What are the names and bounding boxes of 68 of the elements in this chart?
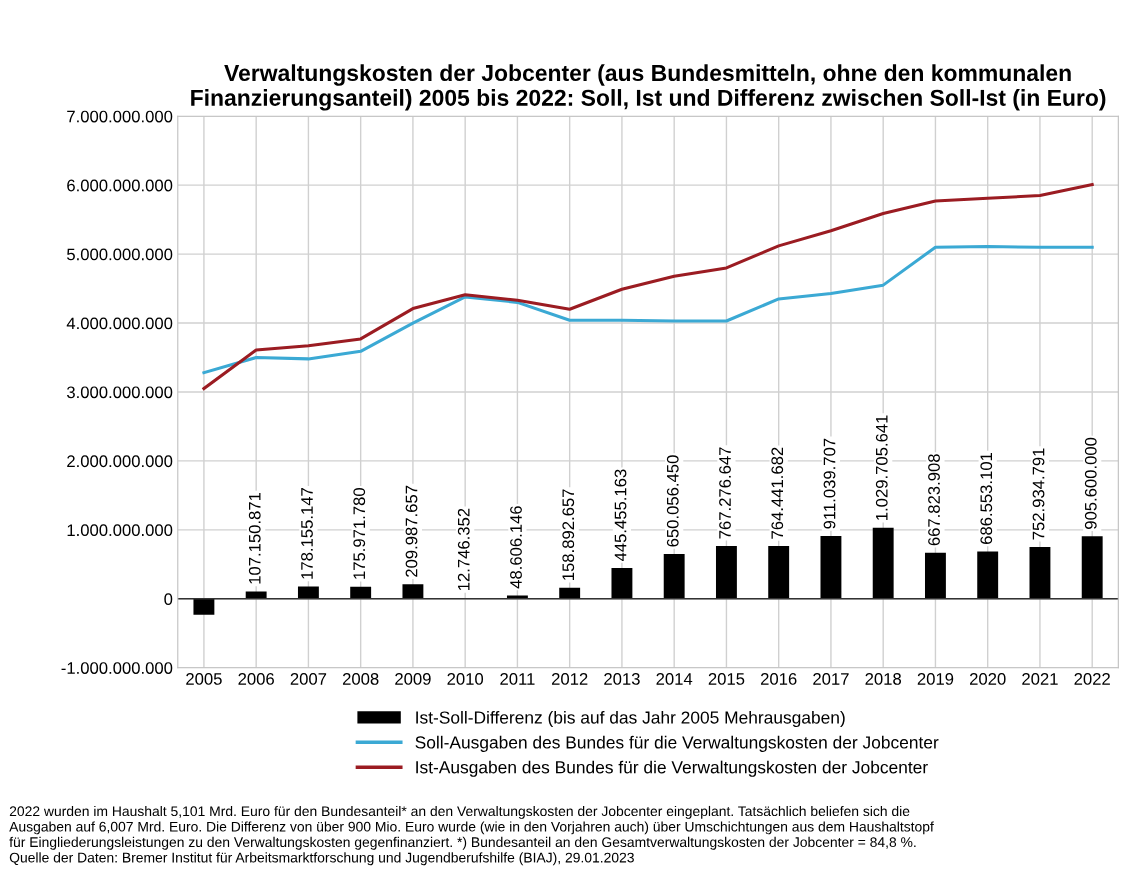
y-tick-label: 3.000.000.000	[66, 386, 173, 399]
x-tick-label: 2013	[604, 673, 640, 685]
bar	[820, 536, 842, 599]
bar	[872, 527, 894, 599]
text: 2022 wurden im Haushalt 5,101 Mrd. Euro für den Bundesanteil* an den Verwaltungskosten der Jobcenter eingeplant. Tatsächlich beliefen sich die Ausgaben auf 6,007 Mrd. Euro. Die Differenz von über 900 Mio. Euro wurde (wie in den Vorjahren auch) über Umschichtungen aus dem Haushaltstopf für Eingliederungsleistungen zu den Verwaltungskosten gegenfinanziert. *) Bundesanteil an den Gesamtverwaltungskosten der Jobcenter = 84,8 %. Quelle der Daten: Bremer Institut für Arbeitsmarktforschung und Jugendberufshilfe (BIAJ), 29.01.2023	[9, 805, 934, 866]
data-label: 650.056.450	[666, 455, 679, 547]
y-tick-label: -1.000.000.000	[61, 662, 173, 674]
bar	[977, 551, 999, 599]
x-tick-label: 2009	[395, 673, 431, 685]
data-label: 178.155.147	[301, 488, 313, 579]
bar	[768, 546, 790, 599]
legend-label: Ist-Ausgaben des Bundes für die Verwaltungskosten der Jobcenter	[416, 760, 928, 777]
bar	[297, 586, 319, 599]
legend-label: Ist-Soll-Differenz (bis auf das Jahr 2005 Mehrausgaben)	[416, 710, 845, 728]
bar	[506, 595, 528, 599]
data-label: 764.441.682	[771, 447, 784, 539]
x-tick-label: 2016	[760, 673, 797, 685]
bar	[559, 587, 581, 599]
x-tick-label: 2006	[238, 673, 274, 685]
bar	[924, 552, 946, 599]
x-tick-label: 2011	[500, 673, 535, 685]
bar	[350, 586, 372, 599]
data-label: 107.150.871	[248, 492, 261, 584]
y-tick-label: 2.000.000.000	[67, 455, 173, 468]
data-label: 905.600.000	[1084, 437, 1097, 529]
data-label: 48.606.146	[510, 506, 522, 589]
data-label: 445.455.163	[614, 469, 627, 562]
x-tick-label: 2020	[970, 673, 1006, 685]
x-tick-label: 2014	[656, 673, 693, 685]
data-label: 686.553.101	[980, 452, 993, 545]
x-tick-label: 2008	[342, 673, 379, 685]
bar	[193, 598, 215, 615]
bar	[402, 584, 424, 599]
y-tick-label: 7.000.000.000	[67, 110, 173, 123]
x-tick-label: 2005	[186, 673, 222, 685]
data-label: 752.934.791	[1032, 448, 1045, 540]
legend-label: Soll-Ausgaben des Bundes für die Verwaltungskosten der Jobcenter	[415, 735, 939, 752]
x-tick-label: 2018	[865, 673, 902, 685]
data-label: 1.029.705.641	[875, 415, 888, 520]
data-label: 209.987.657	[405, 485, 418, 577]
data-label: 12.746.352	[457, 508, 470, 591]
x-tick-label: 2012	[551, 673, 588, 685]
x-tick-label: 2010	[447, 673, 484, 685]
x-tick-label: 2019	[917, 673, 954, 685]
data-label: 158.892.657	[562, 489, 575, 580]
bar	[245, 591, 267, 599]
data-label: 767.276.647	[719, 447, 731, 539]
x-tick-label: 2015	[708, 673, 745, 685]
x-tick-label: 2017	[813, 673, 849, 685]
x-tick-label: 2007	[290, 673, 327, 685]
data-label: 667.823.908	[928, 454, 940, 546]
line-series	[202, 245, 1094, 375]
bar	[1081, 536, 1103, 599]
y-tick-label: 0	[164, 593, 173, 605]
data-label: 175.971.780	[353, 488, 366, 579]
bar	[715, 545, 737, 599]
data-label: 911.039.707	[823, 438, 836, 529]
y-tick-label: 6.000.000.000	[67, 179, 173, 192]
y-tick-label: 5.000.000.000	[67, 248, 173, 261]
line-series	[202, 182, 1094, 391]
y-tick-label: 1.000.000.000	[67, 524, 173, 537]
bar	[663, 553, 685, 599]
x-tick-label: 2021	[1022, 673, 1058, 685]
y-tick-label: 4.000.000.000	[66, 317, 173, 330]
bar	[1029, 546, 1051, 599]
chart-title: Verwaltungskosten der Jobcenter (aus Bundesmitteln, ohne den kommunalen Finanzierungsanteil) 2005 bis 2022: Soll, Ist und Differenz zwischen Soll-Ist (in Euro)	[191, 64, 1106, 111]
bar	[611, 568, 633, 599]
x-tick-label: 2022	[1074, 673, 1110, 685]
